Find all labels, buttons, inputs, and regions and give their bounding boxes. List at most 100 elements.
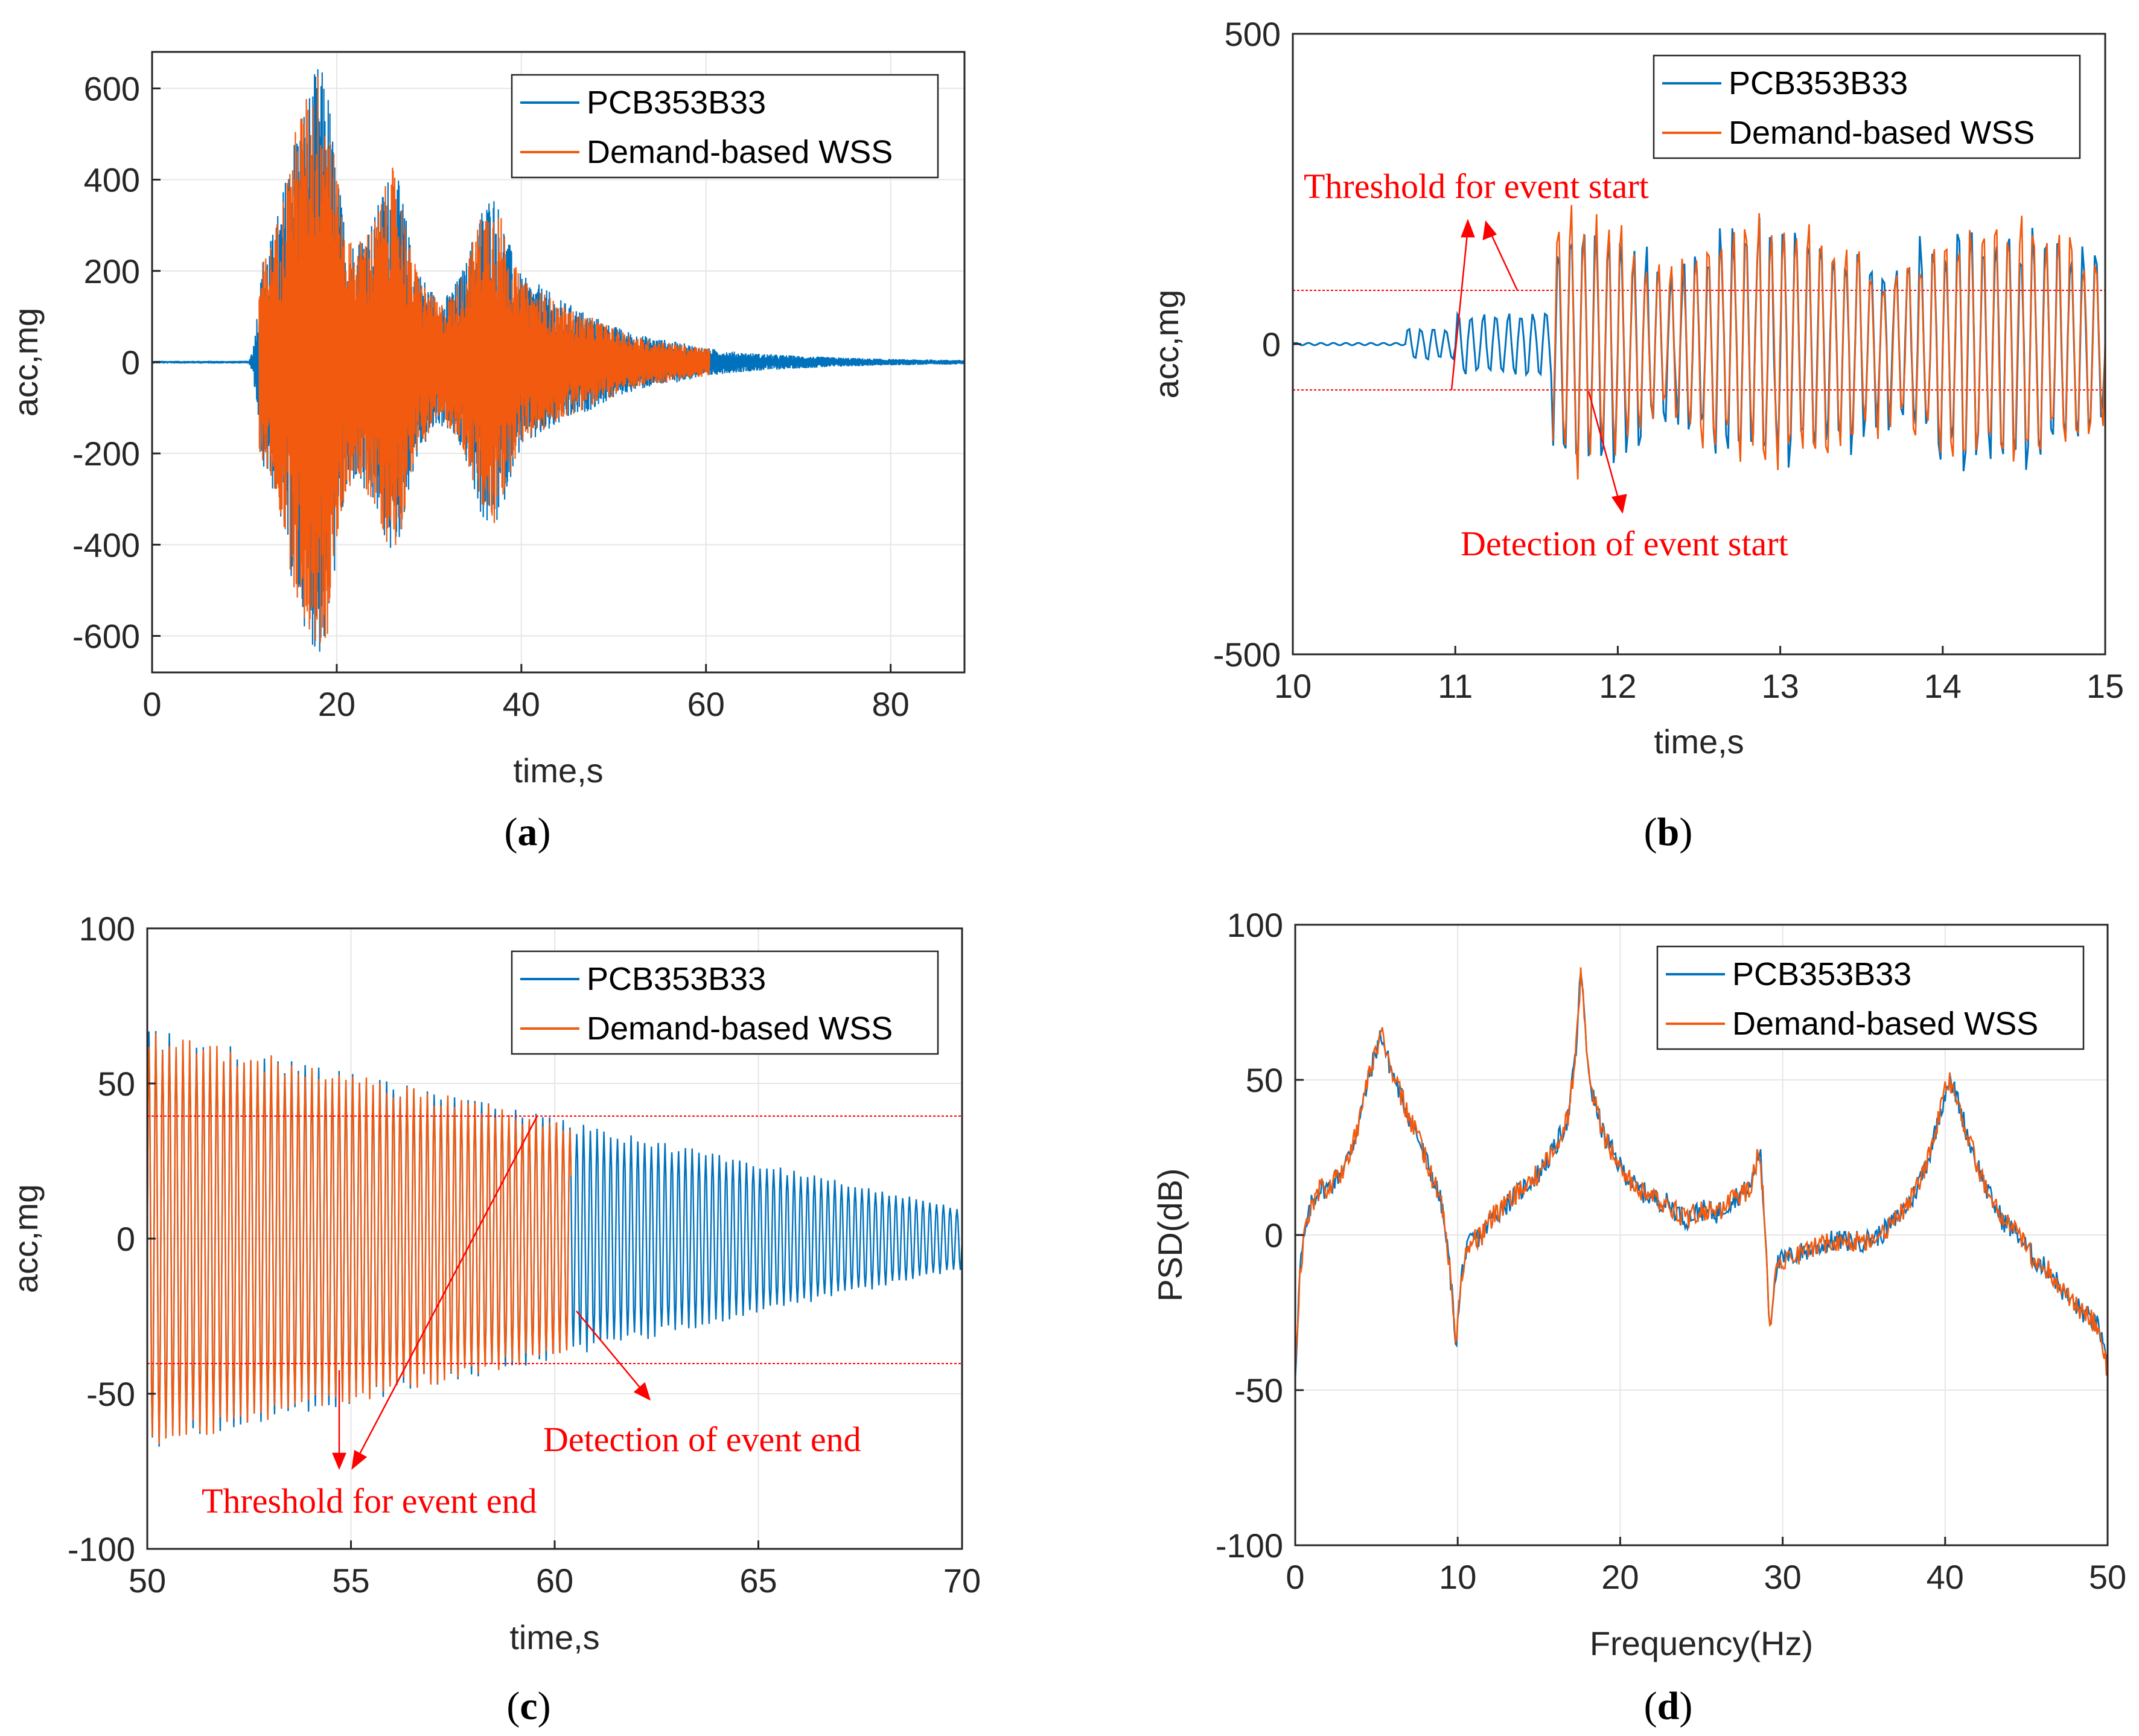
legend: PCB353B33 Demand-based WSS <box>1653 54 2081 159</box>
legend-label-demand-based-wss: Demand-based WSS <box>587 1010 893 1047</box>
arrow-threshold-start-2 <box>1487 228 1519 291</box>
y-tick-label: 500 <box>1225 15 1281 53</box>
x-tick-label: 14 <box>1924 667 1962 705</box>
x-tick-label: 10 <box>1439 1558 1476 1596</box>
x-tick-label: 65 <box>739 1562 777 1600</box>
y-tick-label: 100 <box>79 910 135 948</box>
y-tick-label: -100 <box>1216 1527 1283 1565</box>
caption-c: (c) <box>506 1684 550 1728</box>
annotation-threshold-event-end: Threshold for event end <box>202 1481 537 1521</box>
x-axis-label: time,s <box>509 1618 599 1656</box>
series-pcb353b33 <box>1294 972 2109 1380</box>
x-tick-label: 40 <box>1927 1558 1964 1596</box>
arrowhead <box>633 1382 651 1401</box>
annotation-detection-event-start: Detection of event start <box>1461 524 1788 563</box>
x-tick-label: 10 <box>1274 667 1312 705</box>
axis-ticks: 10 11 12 13 14 15 -500 0 500 <box>1213 15 2124 705</box>
y-axis-label: acc,mg <box>7 1184 45 1294</box>
y-tick-label: -100 <box>68 1530 135 1568</box>
y-tick-label: 200 <box>84 252 140 290</box>
arrowhead <box>1482 220 1497 240</box>
arrow-threshold-start-1 <box>1450 228 1469 391</box>
panel-a: 0 20 40 60 80 -600 -400 -200 0 200 400 600 time,s a… <box>7 51 966 854</box>
axis-ticks: 0 20 40 60 80 -600 -400 -200 0 200 400 600 <box>72 69 910 723</box>
arrowhead <box>332 1452 346 1470</box>
y-tick-label: -200 <box>72 435 140 473</box>
arrow-threshold-end-2 <box>355 1115 538 1461</box>
legend-label-demand-based-wss: Demand-based WSS <box>587 134 893 170</box>
panel-c: 50 55 60 65 70 -100 -50 0 50 100 time,s acc,mg PC… <box>7 910 981 1728</box>
y-tick-label: 0 <box>1262 325 1281 363</box>
caption-letter-a: a <box>518 810 538 854</box>
caption-letter-c: c <box>520 1684 537 1728</box>
y-tick-label: -50 <box>86 1375 135 1413</box>
x-tick-label: 55 <box>332 1562 369 1600</box>
legend-label-pcb353b33: PCB353B33 <box>1729 65 1908 101</box>
legend-box <box>1653 54 2081 159</box>
x-axis-label: time,s <box>513 752 603 790</box>
legend: PCB353B33 Demand-based WSS <box>511 950 939 1055</box>
y-tick-label: 100 <box>1227 906 1283 944</box>
legend-label-demand-based-wss: Demand-based WSS <box>1729 115 2035 151</box>
legend: PCB353B33 Demand-based WSS <box>511 74 939 179</box>
legend-label-pcb353b33: PCB353B33 <box>1732 956 1911 992</box>
x-tick-label: 50 <box>129 1562 166 1600</box>
y-tick-label: -50 <box>1234 1371 1283 1409</box>
y-tick-label: -600 <box>72 617 140 656</box>
annotation-detection-event-end: Detection of event end <box>543 1420 861 1459</box>
x-tick-label: 60 <box>687 685 725 723</box>
legend-box <box>511 950 939 1055</box>
series-line <box>1294 967 2109 1376</box>
x-tick-label: 70 <box>943 1562 981 1600</box>
x-tick-label: 12 <box>1599 667 1636 705</box>
y-tick-label: -500 <box>1213 636 1281 674</box>
y-tick-label: 600 <box>84 69 140 107</box>
x-tick-label: 30 <box>1764 1558 1801 1596</box>
legend-label-pcb353b33: PCB353B33 <box>587 961 766 997</box>
y-tick-label: 50 <box>98 1065 135 1103</box>
x-tick-label: 20 <box>318 685 355 723</box>
x-tick-label: 13 <box>1761 667 1799 705</box>
x-axis-label: time,s <box>1654 723 1744 761</box>
series-demand-based-wss <box>1294 967 2109 1376</box>
panel-d: 0 10 20 30 40 50 -100 -50 0 50 100 Frequency(Hz) P… <box>1151 906 2126 1728</box>
x-tick-label: 80 <box>872 685 909 723</box>
x-tick-label: 0 <box>142 685 161 723</box>
y-tick-label: 0 <box>116 1220 135 1258</box>
legend: PCB353B33 Demand-based WSS <box>1656 945 2085 1050</box>
legend-label-demand-based-wss: Demand-based WSS <box>1732 1006 2038 1042</box>
x-tick-label: 11 <box>1438 667 1473 705</box>
annotation-arrows <box>1450 219 1627 514</box>
x-tick-label: 0 <box>1286 1558 1304 1596</box>
caption-d: (d) <box>1644 1684 1693 1728</box>
legend-box <box>511 74 939 179</box>
x-axis-label: Frequency(Hz) <box>1590 1624 1813 1662</box>
x-tick-label: 40 <box>503 685 540 723</box>
y-tick-label: 400 <box>84 161 140 199</box>
caption-letter-b: b <box>1657 810 1680 854</box>
legend-box <box>1656 945 2085 1050</box>
arrowhead <box>1611 494 1627 514</box>
axis-ticks: 0 10 20 30 40 50 -100 -50 0 50 100 <box>1216 906 2126 1596</box>
arrow-detection-end <box>576 1310 645 1394</box>
series-demand-based-wss <box>258 76 710 643</box>
x-tick-label: 15 <box>2086 667 2124 705</box>
series-demand-based-wss <box>146 1033 572 1444</box>
arrow-detection-start <box>1587 391 1621 505</box>
series-line <box>146 1033 572 1444</box>
y-tick-label: 0 <box>1264 1216 1283 1254</box>
caption-b: (b) <box>1644 810 1693 854</box>
y-tick-label: 0 <box>121 343 140 381</box>
y-axis-label: PSD(dB) <box>1151 1169 1189 1302</box>
series-line <box>258 76 710 643</box>
series-line <box>1552 205 2106 480</box>
caption-a: (a) <box>505 810 551 854</box>
legend-label-pcb353b33: PCB353B33 <box>587 85 766 121</box>
y-axis-label: acc,mg <box>7 308 45 417</box>
series-line <box>1294 972 2109 1380</box>
annotation-arrows <box>332 1115 651 1470</box>
arrowhead <box>351 1450 368 1470</box>
x-tick-label: 60 <box>536 1562 573 1600</box>
arrowhead <box>1461 219 1475 238</box>
